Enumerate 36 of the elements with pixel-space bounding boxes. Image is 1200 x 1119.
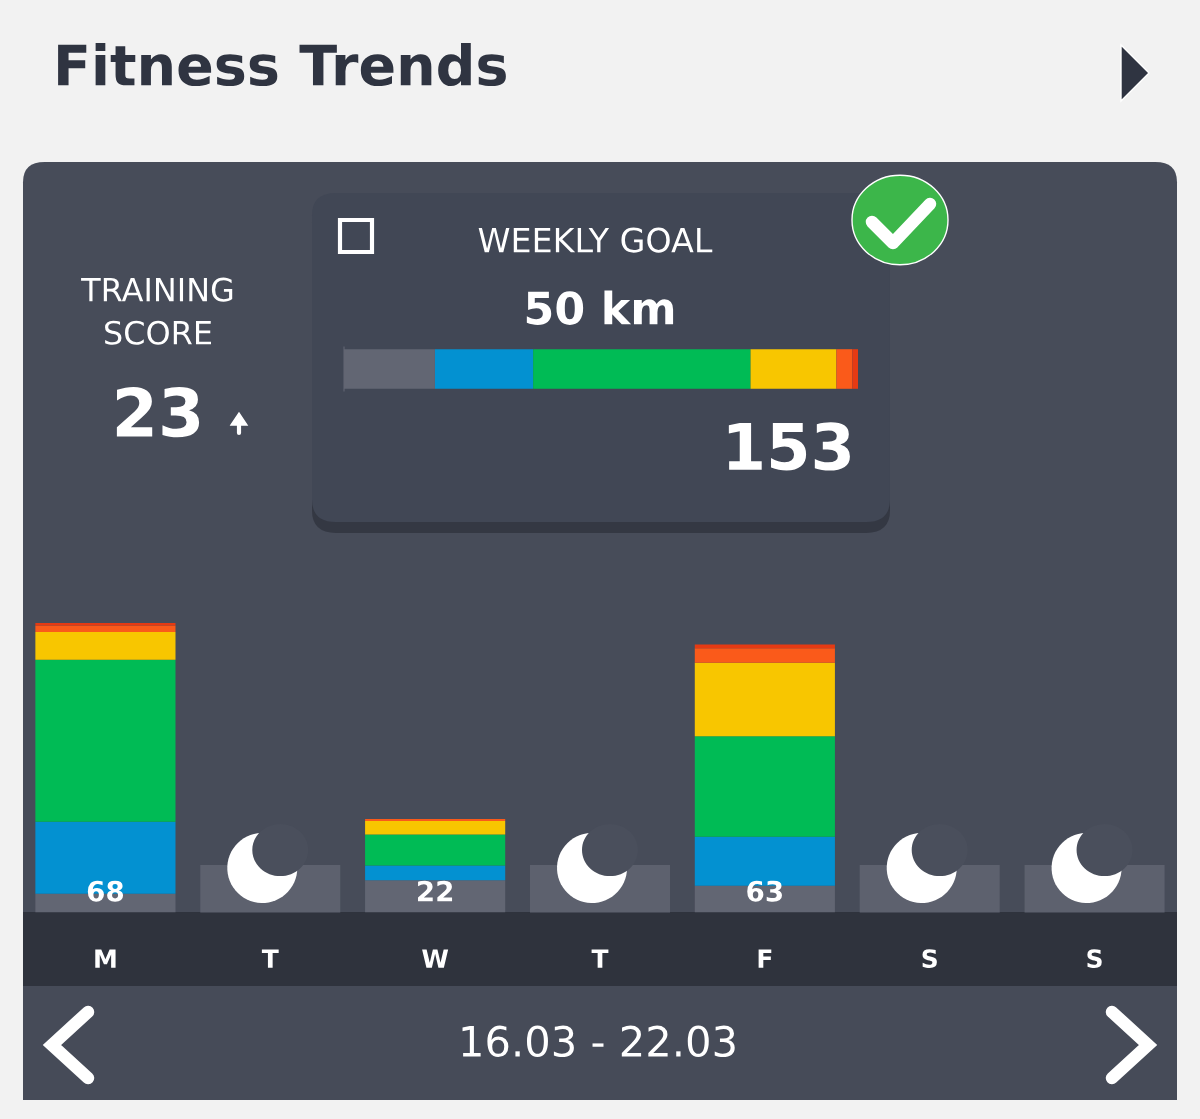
annotation: 68: [87, 880, 124, 902]
bar: [344, 349, 435, 389]
bar: [365, 819, 506, 822]
x-tick-label: S: [922, 949, 937, 969]
annotation: 22: [418, 880, 453, 902]
bar: [434, 349, 534, 389]
x-tick-label: F: [758, 949, 772, 968]
bar: [365, 865, 506, 881]
bar: [694, 736, 835, 837]
chart-title: WEEKLY GOAL: [478, 227, 713, 253]
bar: [750, 349, 837, 389]
bar: [35, 631, 176, 660]
text: 50 km: [526, 290, 674, 325]
bar: [365, 821, 506, 835]
text: Fitness Trends: [58, 43, 506, 87]
bar: [694, 662, 835, 737]
bar: [836, 349, 853, 389]
bar: [533, 349, 751, 389]
bar: [852, 349, 858, 389]
x-tick-label: M: [95, 949, 116, 968]
bar: [365, 880, 506, 913]
x-tick-label: T: [261, 949, 279, 968]
x-tick-label: S: [1087, 949, 1102, 969]
bar: [365, 834, 506, 866]
x-tick-label: W: [422, 949, 449, 968]
text: 153: [728, 422, 850, 471]
bar: [694, 648, 835, 663]
bar: [35, 623, 176, 626]
annotation: 63: [747, 880, 782, 902]
text: 16.03 - 22.03: [462, 1025, 735, 1058]
bar: [35, 625, 176, 632]
text: TRAINING SCORE: [81, 277, 233, 345]
bar: [35, 659, 176, 822]
x-tick-label: T: [591, 949, 609, 968]
text: 23: [116, 386, 200, 438]
bar: [694, 644, 835, 649]
